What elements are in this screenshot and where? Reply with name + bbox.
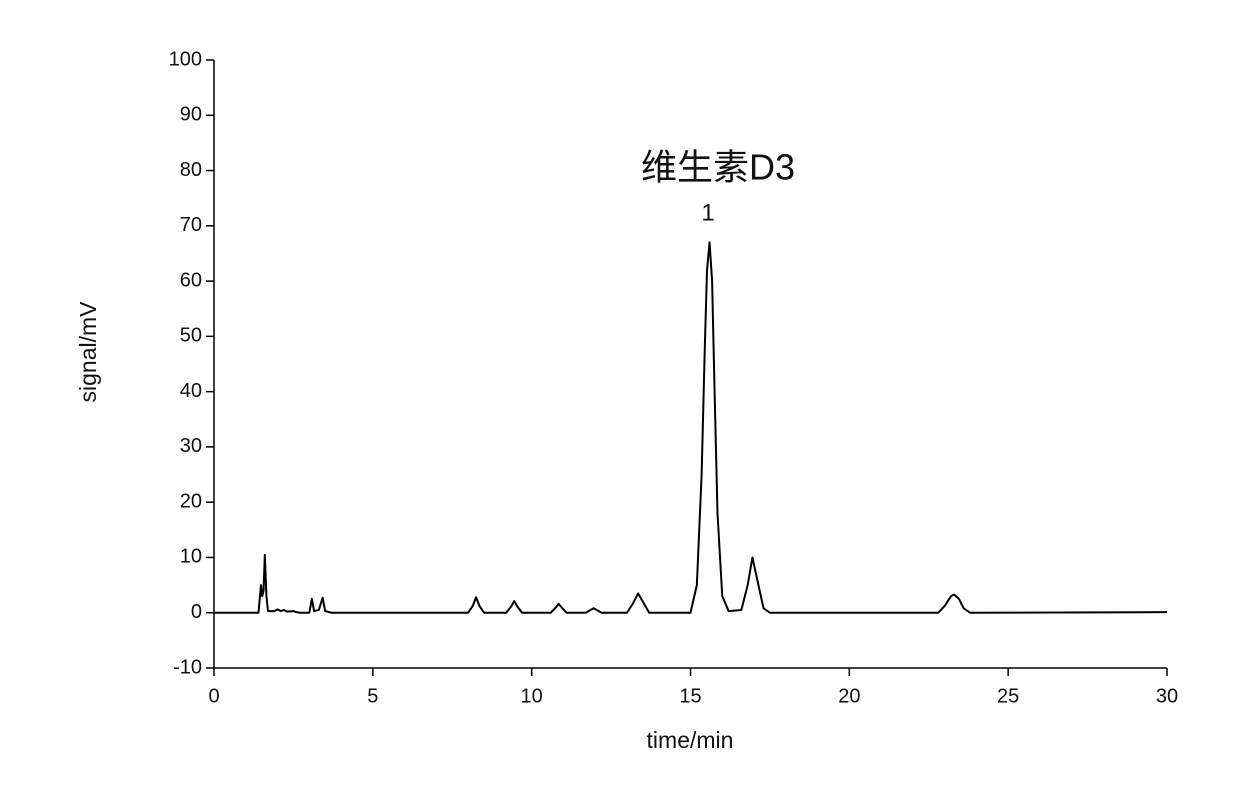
x-tick-label: 30 [1156,685,1178,707]
y-tick-label: 80 [180,159,202,181]
y-tick-label: 100 [169,48,202,70]
x-tick-label: 10 [521,685,543,707]
y-axis-label: signal/mV [75,301,101,403]
y-tick-label: 20 [180,490,202,512]
x-tick-label: 5 [367,685,378,707]
x-tick-label: 0 [208,685,219,707]
y-tick-label: 40 [180,380,202,402]
x-tick-label: 25 [997,685,1019,707]
signal-line [214,241,1168,614]
peak-number: 1 [701,199,714,226]
x-tick-label: 15 [679,685,701,707]
y-tick-label: 0 [191,601,202,623]
peak-annotation: 维生素D3 [641,147,795,188]
y-tick-label: -10 [173,656,202,678]
y-tick-label: 10 [180,546,202,568]
y-tick-label: 50 [180,325,202,347]
y-tick-label: 90 [180,104,202,126]
y-tick-label: 60 [180,269,202,291]
x-tick-label: 20 [838,685,860,707]
x-axis-label: time/min [647,727,734,753]
y-tick-label: 30 [180,435,202,457]
y-tick-label: 70 [180,214,202,236]
